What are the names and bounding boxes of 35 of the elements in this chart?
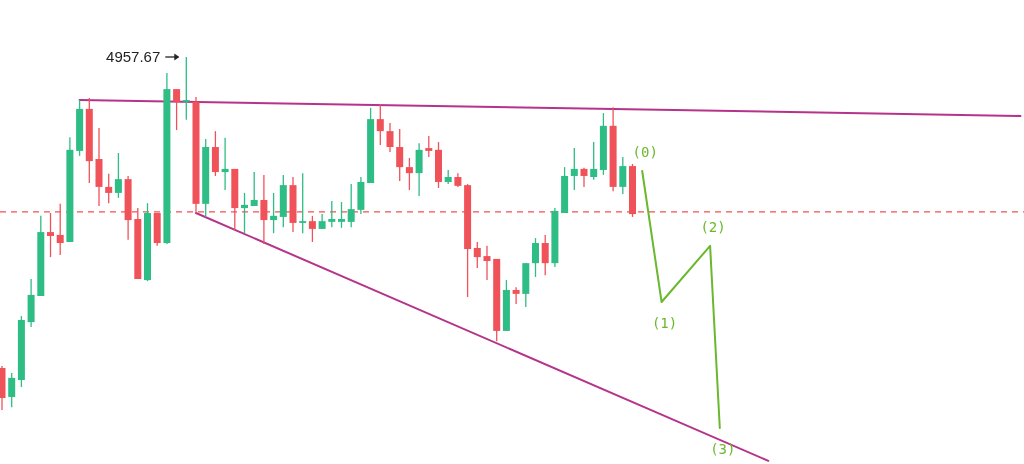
text: (3) — [710, 441, 736, 457]
candlestick — [405, 157, 413, 191]
candlestick — [308, 215, 316, 243]
candlestick — [8, 372, 16, 408]
candlestick — [173, 88, 181, 131]
candlestick — [221, 137, 229, 191]
candlestick — [270, 192, 278, 234]
candlestick — [473, 241, 481, 269]
candlestick — [376, 103, 384, 146]
candlestick — [105, 173, 113, 204]
candlestick — [250, 171, 258, 207]
candlestick — [541, 234, 549, 276]
candlestick — [347, 183, 355, 228]
candlestick — [182, 56, 190, 121]
candlestick — [415, 142, 423, 197]
candlestick — [590, 141, 598, 181]
candlestick — [328, 200, 336, 228]
candlestick — [396, 128, 404, 182]
candlestick — [241, 192, 248, 234]
candlestick — [114, 152, 122, 199]
annotation: 4957.67 — [106, 48, 161, 65]
candlestick — [532, 237, 539, 278]
candlestick — [338, 201, 345, 229]
candlestick — [570, 147, 578, 191]
annotation: (2) — [700, 218, 726, 235]
candlestick — [512, 286, 520, 305]
annotation: (1) — [651, 314, 678, 331]
candlestick — [425, 135, 433, 158]
annotation: (0) — [632, 144, 658, 161]
candlestick — [580, 167, 588, 188]
candlestick — [47, 212, 54, 258]
candlestick — [483, 245, 491, 281]
candlestick — [619, 156, 627, 195]
candlestick — [299, 172, 307, 234]
candlestick — [386, 122, 394, 153]
